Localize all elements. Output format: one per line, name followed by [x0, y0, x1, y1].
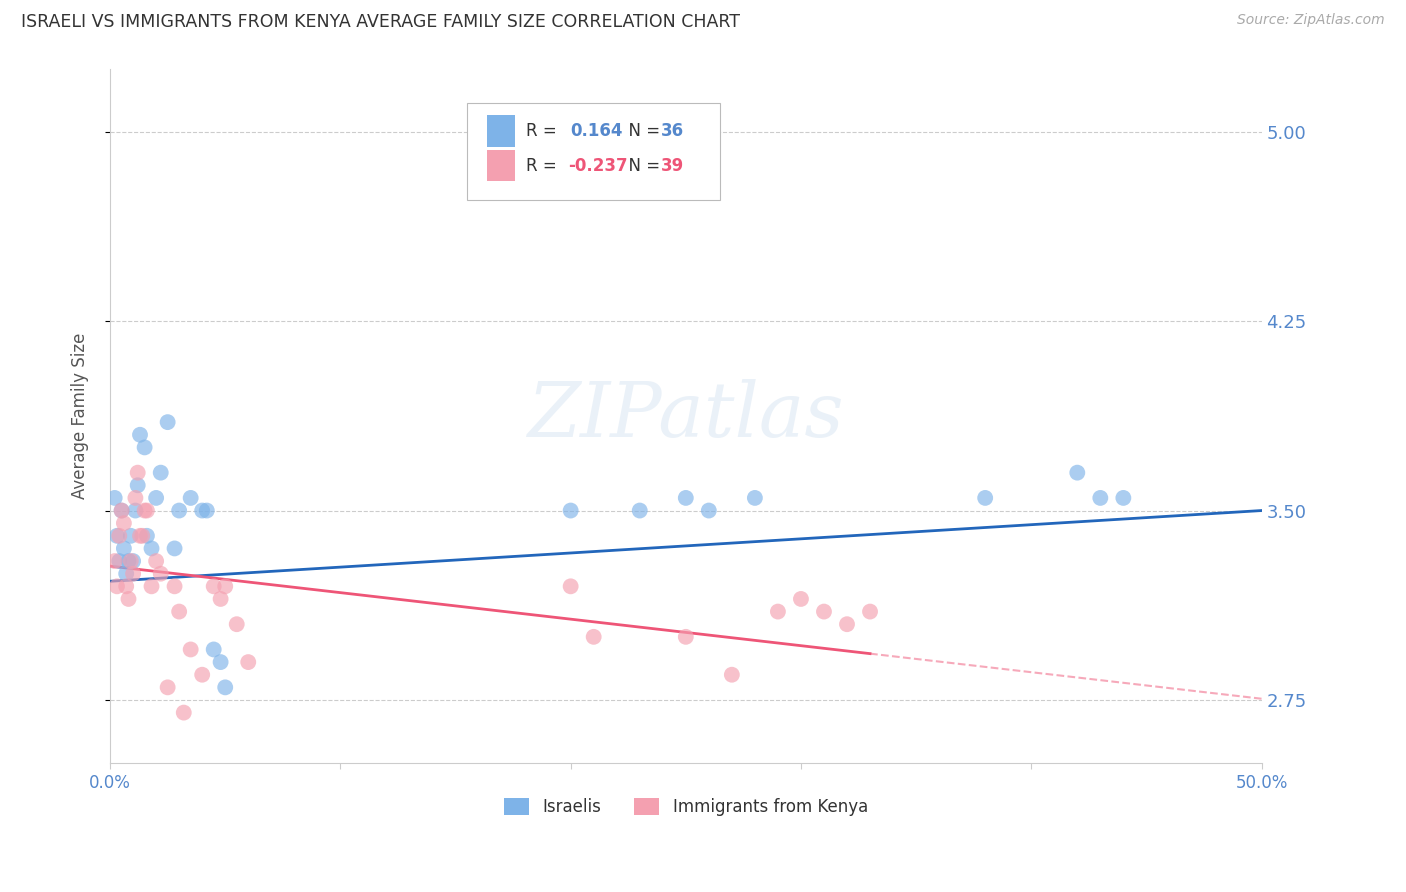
Point: [108, 554, 131, 568]
Point: [122, 554, 145, 568]
Point: [117, 591, 139, 606]
Point: [209, 591, 232, 606]
Point: [112, 516, 135, 531]
Point: [134, 441, 156, 455]
Point: [141, 579, 163, 593]
Y-axis label: Average Family Size: Average Family Size: [72, 333, 89, 499]
Point: [127, 478, 149, 492]
Point: [180, 491, 202, 505]
Point: [110, 503, 132, 517]
Point: [859, 857, 882, 871]
Point: [974, 491, 997, 505]
Point: [117, 554, 139, 568]
Point: [105, 529, 128, 543]
Point: [149, 566, 172, 581]
Point: [209, 655, 232, 669]
Point: [173, 706, 195, 720]
FancyBboxPatch shape: [486, 150, 516, 181]
FancyBboxPatch shape: [467, 103, 720, 201]
Text: 39: 39: [661, 157, 683, 175]
Point: [129, 427, 152, 442]
Point: [124, 491, 146, 505]
Point: [167, 605, 190, 619]
Point: [134, 503, 156, 517]
Point: [110, 503, 132, 517]
Point: [1090, 491, 1112, 505]
Point: [156, 415, 179, 429]
Point: [115, 566, 138, 581]
Point: [156, 681, 179, 695]
Point: [135, 529, 157, 543]
Text: N =: N =: [617, 122, 665, 140]
Point: [135, 503, 157, 517]
Point: [149, 466, 172, 480]
Point: [191, 503, 214, 517]
Point: [120, 529, 142, 543]
Text: 0.164: 0.164: [571, 122, 623, 140]
Point: [1112, 491, 1135, 505]
Point: [195, 503, 218, 517]
Point: [766, 605, 789, 619]
Text: 36: 36: [661, 122, 683, 140]
Point: [1066, 466, 1088, 480]
Point: [105, 579, 128, 593]
Text: ZIPatlas: ZIPatlas: [527, 379, 844, 453]
Point: [163, 579, 186, 593]
Point: [104, 491, 127, 505]
Point: [905, 857, 928, 871]
Point: [560, 579, 582, 593]
Point: [124, 503, 146, 517]
Text: -0.237: -0.237: [568, 157, 628, 175]
Point: [122, 566, 145, 581]
Point: [191, 667, 214, 681]
Point: [675, 630, 697, 644]
Point: [214, 579, 236, 593]
Point: [112, 541, 135, 556]
Point: [127, 466, 149, 480]
Point: [813, 605, 835, 619]
Point: [129, 529, 152, 543]
Point: [214, 681, 236, 695]
Point: [145, 554, 167, 568]
Text: Source: ZipAtlas.com: Source: ZipAtlas.com: [1237, 13, 1385, 28]
Legend: Israelis, Immigrants from Kenya: Israelis, Immigrants from Kenya: [495, 789, 876, 824]
Point: [115, 579, 138, 593]
Point: [675, 491, 697, 505]
Point: [238, 655, 260, 669]
Point: [790, 591, 813, 606]
Point: [120, 554, 142, 568]
Point: [104, 554, 127, 568]
Point: [202, 642, 225, 657]
Text: R =: R =: [526, 157, 562, 175]
Point: [859, 605, 882, 619]
Point: [167, 503, 190, 517]
Point: [628, 503, 651, 517]
Point: [721, 667, 744, 681]
Point: [145, 491, 167, 505]
Point: [180, 642, 202, 657]
Point: [108, 529, 131, 543]
FancyBboxPatch shape: [486, 115, 516, 146]
Point: [744, 491, 766, 505]
Point: [141, 541, 163, 556]
Point: [835, 617, 858, 632]
Point: [163, 541, 186, 556]
Point: [582, 630, 605, 644]
Point: [202, 579, 225, 593]
Point: [131, 529, 153, 543]
Text: ISRAELI VS IMMIGRANTS FROM KENYA AVERAGE FAMILY SIZE CORRELATION CHART: ISRAELI VS IMMIGRANTS FROM KENYA AVERAGE…: [21, 13, 740, 31]
Text: N =: N =: [617, 157, 665, 175]
Text: R =: R =: [526, 122, 562, 140]
Point: [560, 503, 582, 517]
Point: [697, 503, 720, 517]
Point: [225, 617, 247, 632]
